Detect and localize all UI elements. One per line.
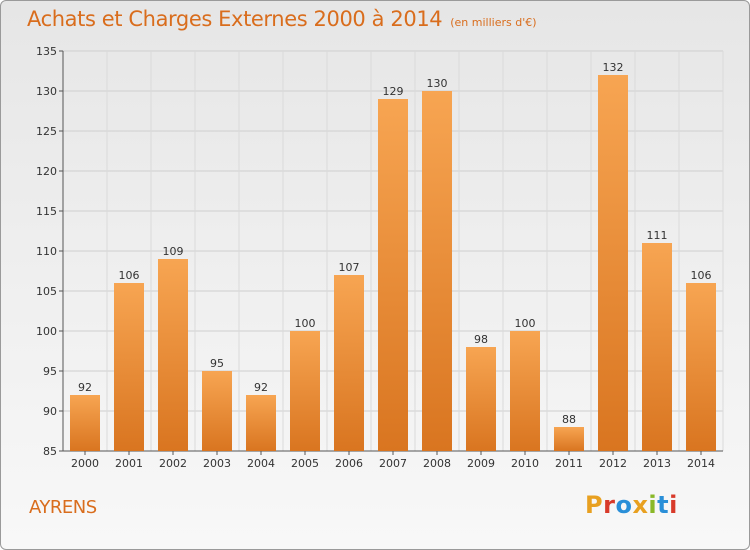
bar-2006 [334,275,364,451]
y-tick-label: 125 [36,125,57,138]
y-tick-label: 95 [43,365,57,378]
value-label-2000: 92 [78,381,92,394]
y-tick-label: 115 [36,205,57,218]
value-label-2011: 88 [562,413,576,426]
value-label-2014: 106 [691,269,712,282]
bar-2002 [158,259,188,451]
proxiti-logo[interactable]: Proxiti [585,491,678,519]
x-tick-label-2002: 2002 [159,457,187,470]
x-tick-label-2003: 2003 [203,457,231,470]
bar-2010 [510,331,540,451]
logo-letter: t [657,491,670,519]
logo-letter: i [669,491,678,519]
x-tick-label-2004: 2004 [247,457,275,470]
y-tick-label: 130 [36,85,57,98]
y-tick-label: 85 [43,445,57,458]
x-tick-label-2009: 2009 [467,457,495,470]
x-tick-label-2014: 2014 [687,457,715,470]
x-tick-label-2010: 2010 [511,457,539,470]
value-label-2001: 106 [119,269,140,282]
logo-letter: r [603,491,616,519]
x-tick-label-2011: 2011 [555,457,583,470]
value-label-2007: 129 [383,85,404,98]
bar-2014 [686,283,716,451]
logo-letter: i [648,491,658,519]
bar-2011 [554,427,584,451]
chart-title: Achats et Charges Externes 2000 à 2014 (e… [27,7,537,31]
x-tick-label-2005: 2005 [291,457,319,470]
value-label-2006: 107 [339,261,360,274]
value-label-2005: 100 [295,317,316,330]
logo-letter: x [632,491,649,519]
logo-letter: P [585,491,604,519]
y-tick-label: 110 [36,245,57,258]
value-label-2013: 111 [647,229,668,242]
bar-2001 [114,283,144,451]
x-tick-label-2001: 2001 [115,457,143,470]
bar-2008 [422,91,452,451]
chart-title-text: Achats et Charges Externes 2000 à 2014 [27,7,443,31]
value-label-2009: 98 [474,333,488,346]
value-label-2002: 109 [163,245,184,258]
bar-2009 [466,347,496,451]
x-tick-label-2012: 2012 [599,457,627,470]
y-tick-label: 100 [36,325,57,338]
bar-2003 [202,371,232,451]
bar-2012 [598,75,628,451]
value-label-2008: 130 [427,77,448,90]
bar-2013 [642,243,672,451]
bar-2004 [246,395,276,451]
x-tick-label-2013: 2013 [643,457,671,470]
x-tick-label-2007: 2007 [379,457,407,470]
logo-letter: o [615,491,633,519]
bars [70,75,716,451]
value-label-2012: 132 [603,61,624,74]
y-tick-label: 90 [43,405,57,418]
bar-2007 [378,99,408,451]
chart-unit: (en milliers d'€) [450,16,537,29]
value-label-2004: 92 [254,381,268,394]
value-label-2010: 100 [515,317,536,330]
bar-2005 [290,331,320,451]
labels: 85 90 95 100 105 110 115 120 125 130 135 92 2000 106 2… [36,45,715,470]
y-tick-label: 105 [36,285,57,298]
x-tick-label-2006: 2006 [335,457,363,470]
value-label-2003: 95 [210,357,224,370]
bar-2000 [70,395,100,451]
y-tick-label: 135 [36,45,57,58]
x-tick-label-2008: 2008 [423,457,451,470]
x-tick-label-2000: 2000 [71,457,99,470]
y-tick-label: 120 [36,165,57,178]
commune-name: AYRENS [29,497,97,518]
